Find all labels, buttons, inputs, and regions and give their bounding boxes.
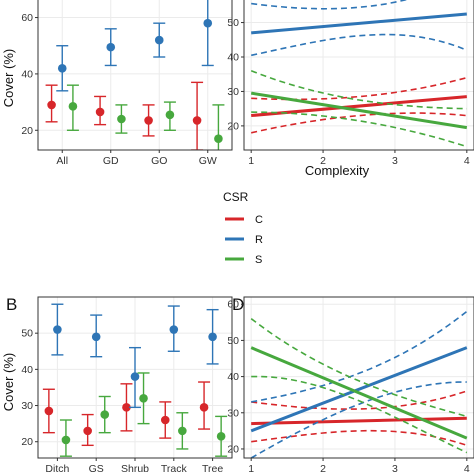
panel-d-letter: D xyxy=(232,295,244,314)
panel-b-letter: B xyxy=(6,295,17,314)
panel-a-r-gw-point xyxy=(203,18,213,28)
panel-a-y-axis-title: Cover (%) xyxy=(1,49,16,108)
panel-b-x-tick-label-shrub: Shrub xyxy=(121,463,149,474)
panel-b-s-track-point xyxy=(178,426,187,436)
panel-d-x-tick-label: 3 xyxy=(392,463,398,474)
panel-a-y-tick-label: 40 xyxy=(21,68,33,80)
legend-label-c: C xyxy=(255,214,263,226)
panel-d-c-fit-line xyxy=(251,416,467,426)
panel-b-c-shrub-point xyxy=(122,403,131,412)
panel-c-frame xyxy=(243,0,474,151)
panel-a-c-gd-point xyxy=(95,107,105,117)
panel-a-marks xyxy=(45,0,225,150)
panel-b-s-ditch-point xyxy=(61,435,71,445)
panel-c-y-tick-label: 20 xyxy=(227,120,239,132)
panel-b-x-tick-label-track: Track xyxy=(161,463,188,474)
panel-b-x-tick-label-tree: Tree xyxy=(202,463,223,474)
panel-b-r-tree-point xyxy=(208,332,217,342)
panel-b-s-gs-point xyxy=(100,410,110,419)
panel-b-s-shrub-point xyxy=(139,394,148,403)
panel-c-r-lower-ci-line xyxy=(251,33,468,57)
panel-d-c-lower-ci-line xyxy=(251,429,468,447)
panel-b-c-gs-point xyxy=(83,426,92,436)
panel-d-marks xyxy=(250,310,468,458)
panel-a-c-go-point xyxy=(144,116,153,125)
panel-c-marks xyxy=(250,0,468,148)
panel-d-y-tick-label: 60 xyxy=(227,299,239,311)
legend: CSR C R S xyxy=(223,190,263,266)
legend-label-r: R xyxy=(255,234,263,246)
panel-a-s-gd-point xyxy=(117,114,126,124)
panel-a-frame xyxy=(37,0,233,151)
panel-a-x-tick-label-go: GO xyxy=(151,155,167,167)
panel-c-y-tick-label: 40 xyxy=(227,52,239,64)
panel-d-r-upper-ci-line xyxy=(251,310,468,403)
panel-d-x-tick-label: 2 xyxy=(320,463,326,474)
panel-b-s-tree-point xyxy=(216,431,226,441)
panel-b-marks xyxy=(42,303,228,457)
panel-b-y-tick-label: 50 xyxy=(21,328,33,340)
panel-b-c-track-point xyxy=(160,415,170,425)
panel-c-y-tick-label: 50 xyxy=(227,17,239,29)
panel-d-x-tick-label: 4 xyxy=(464,463,470,474)
panel-a-x-tick-label-gw: GW xyxy=(199,155,217,167)
panel-a-y-tick-label: 20 xyxy=(21,125,33,137)
panel-d-c-upper-ci-line xyxy=(251,390,468,410)
panel-b-c-ditch-point xyxy=(44,406,54,416)
panel-a-s-all-point xyxy=(68,102,78,111)
panel-a-s-gw-point xyxy=(214,134,223,144)
panel-b-plot: 20 30 40 50 Ditch GS Shrub Track Tree xyxy=(21,296,233,474)
panel-d-s-fit-line xyxy=(250,346,468,440)
panel-a-s-go-point xyxy=(165,110,175,120)
panel-a-x-tick-label-gd: GD xyxy=(103,155,119,167)
panel-b-y-axis-title: Cover (%) xyxy=(1,353,16,412)
legend-title: CSR xyxy=(223,190,249,204)
panel-c-r-fit-line xyxy=(251,12,467,35)
panel-a-r-all-point xyxy=(57,63,67,73)
panel-d-frame xyxy=(243,296,474,459)
panel-a-x-tick-label-all: All xyxy=(56,155,68,167)
legend-label-s: S xyxy=(255,254,262,266)
panel-b-y-tick-label: 20 xyxy=(21,436,33,448)
panel-b-r-gs-point xyxy=(91,332,101,342)
panel-c-x-tick-label: 3 xyxy=(392,155,398,167)
panel-d-s-lower-ci-line xyxy=(251,375,468,454)
panel-a-c-all-point xyxy=(47,100,56,110)
panel-d-r-fit-line xyxy=(250,346,468,433)
panel-b-y-tick-label: 40 xyxy=(21,364,33,376)
panel-d-r-lower-ci-line xyxy=(250,381,467,458)
panel-b-frame xyxy=(37,296,233,459)
panel-a-y-tick-label: 60 xyxy=(21,12,33,24)
panel-c-c-lower-ci-line xyxy=(251,112,467,134)
panel-c-s-fit-line xyxy=(250,91,468,130)
panel-b-c-tree-point xyxy=(199,403,209,412)
panel-c-plot: 20 30 40 50 1 2 3 4 xyxy=(227,0,474,167)
panel-d-x-tick-label: 1 xyxy=(248,463,254,474)
panel-a-c-gw-point xyxy=(192,116,202,125)
panel-b-r-ditch-point xyxy=(53,325,62,334)
panel-c-x-axis-title: Complexity xyxy=(305,163,370,178)
panel-a-r-go-point xyxy=(154,35,164,45)
panel-d-y-tick-label: 50 xyxy=(227,335,239,347)
panel-d-plot: 20 30 40 50 60 1 2 3 4 xyxy=(227,296,474,474)
panel-b-y-tick-label: 30 xyxy=(21,400,33,412)
panel-a-plot: 20 40 60 All GD GO GW xyxy=(21,0,233,167)
panel-d-y-tick-label: 20 xyxy=(227,443,239,455)
panel-b-r-shrub-point xyxy=(130,372,140,381)
panel-d-y-tick-label: 30 xyxy=(227,407,239,419)
panel-b-x-tick-label-ditch: Ditch xyxy=(45,463,69,474)
panel-c-x-tick-label: 1 xyxy=(248,155,254,167)
panel-d-s-upper-ci-line xyxy=(250,318,468,418)
panel-b-r-track-point xyxy=(169,325,179,334)
panel-c-x-tick-label: 4 xyxy=(464,155,470,167)
panel-c-s-lower-ci-line xyxy=(251,111,468,148)
panel-c-s-upper-ci-line xyxy=(250,70,467,110)
panel-a-r-gd-point xyxy=(106,42,116,52)
panel-c-x-tick-label: 2 xyxy=(320,155,326,167)
panel-d-y-tick-label: 40 xyxy=(227,371,239,383)
panel-b-x-tick-label-gs: GS xyxy=(89,463,104,474)
panel-c-y-tick-label: 30 xyxy=(227,86,239,98)
